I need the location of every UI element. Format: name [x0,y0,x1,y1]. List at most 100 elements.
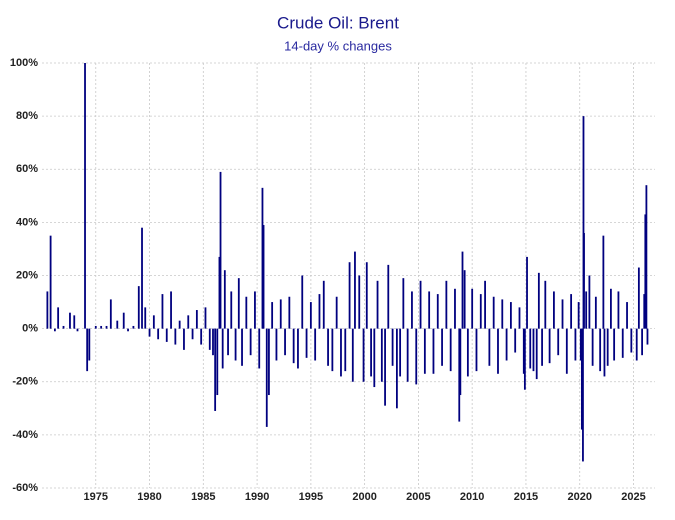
bar [69,312,71,329]
bar [76,328,79,332]
bar [582,116,585,329]
bar [501,299,504,329]
bar [588,275,591,329]
bar [261,187,264,329]
bar [245,296,248,329]
y-tick-label: -40% [12,429,38,441]
bar [574,328,577,361]
bar [258,328,261,369]
bar [461,251,464,329]
bar [327,328,329,366]
bar [509,302,512,329]
bar [200,328,203,345]
chart-subtitle: 14-day % changes [284,38,392,53]
bar [370,328,372,377]
bar [214,328,217,411]
bar [505,328,508,361]
bar [459,328,462,396]
bar [212,328,214,356]
bar [49,235,52,329]
bar [208,328,211,350]
bar [603,328,606,377]
bar [646,328,649,345]
bar [561,299,564,329]
bar [297,328,299,369]
bar [237,278,240,329]
bar [570,294,573,329]
bar [535,328,538,380]
x-tick-label: 2005 [406,491,430,503]
bar [223,270,226,329]
bar [358,275,361,329]
bar [318,294,321,329]
bar [137,286,140,329]
bar [301,275,304,329]
bar [445,280,448,329]
bar [109,299,112,329]
bar [479,294,482,329]
bar [305,328,308,358]
bar [152,315,155,329]
bar [387,264,390,329]
bar [230,291,233,329]
bar [292,328,295,364]
bar [637,267,640,329]
bar [322,280,325,329]
bar [362,328,365,382]
bar [348,262,351,329]
bar [187,315,190,329]
bar [314,328,317,361]
bar [57,307,60,329]
bar [265,328,268,427]
bar [522,328,525,374]
bar [384,328,386,406]
bar [641,328,643,356]
x-tick-label: 2015 [514,491,538,503]
bar [643,294,646,329]
bar [344,328,347,372]
bar [471,288,474,329]
bar [419,280,422,329]
bar [458,328,461,422]
y-tick-label: 60% [16,163,38,175]
bar [116,320,119,329]
bar [529,328,532,369]
bar [602,235,605,329]
bar [463,270,466,329]
x-tick-label: 2020 [567,491,591,503]
x-tick-label: 1990 [245,491,269,503]
bar [204,307,207,329]
bar [86,328,89,372]
bar [46,291,49,329]
bar [606,328,609,366]
bar [391,328,394,366]
x-tick-label: 2025 [621,491,645,503]
bar [548,328,551,364]
bar [475,328,478,372]
bar [141,227,143,329]
bar [351,328,354,382]
bar [610,288,612,329]
bar [523,328,526,390]
y-tick-label: 40% [16,216,38,228]
bar [174,328,177,345]
bar [428,291,431,329]
bar [100,325,103,329]
y-tick-label: 20% [16,269,38,281]
bar [335,296,338,329]
bar [526,256,528,329]
bar [191,328,194,340]
y-tick-label: -60% [12,482,38,494]
bar [73,315,76,329]
chart-title: Crude Oil: Brent [277,13,399,32]
bar [288,296,291,329]
bar [161,294,164,329]
bar [492,296,495,329]
y-tick-label: 80% [16,110,38,122]
bar [376,280,379,329]
bar [340,328,342,377]
bar [84,63,86,329]
bar [436,294,439,329]
bar [537,272,540,329]
bar [62,325,65,329]
